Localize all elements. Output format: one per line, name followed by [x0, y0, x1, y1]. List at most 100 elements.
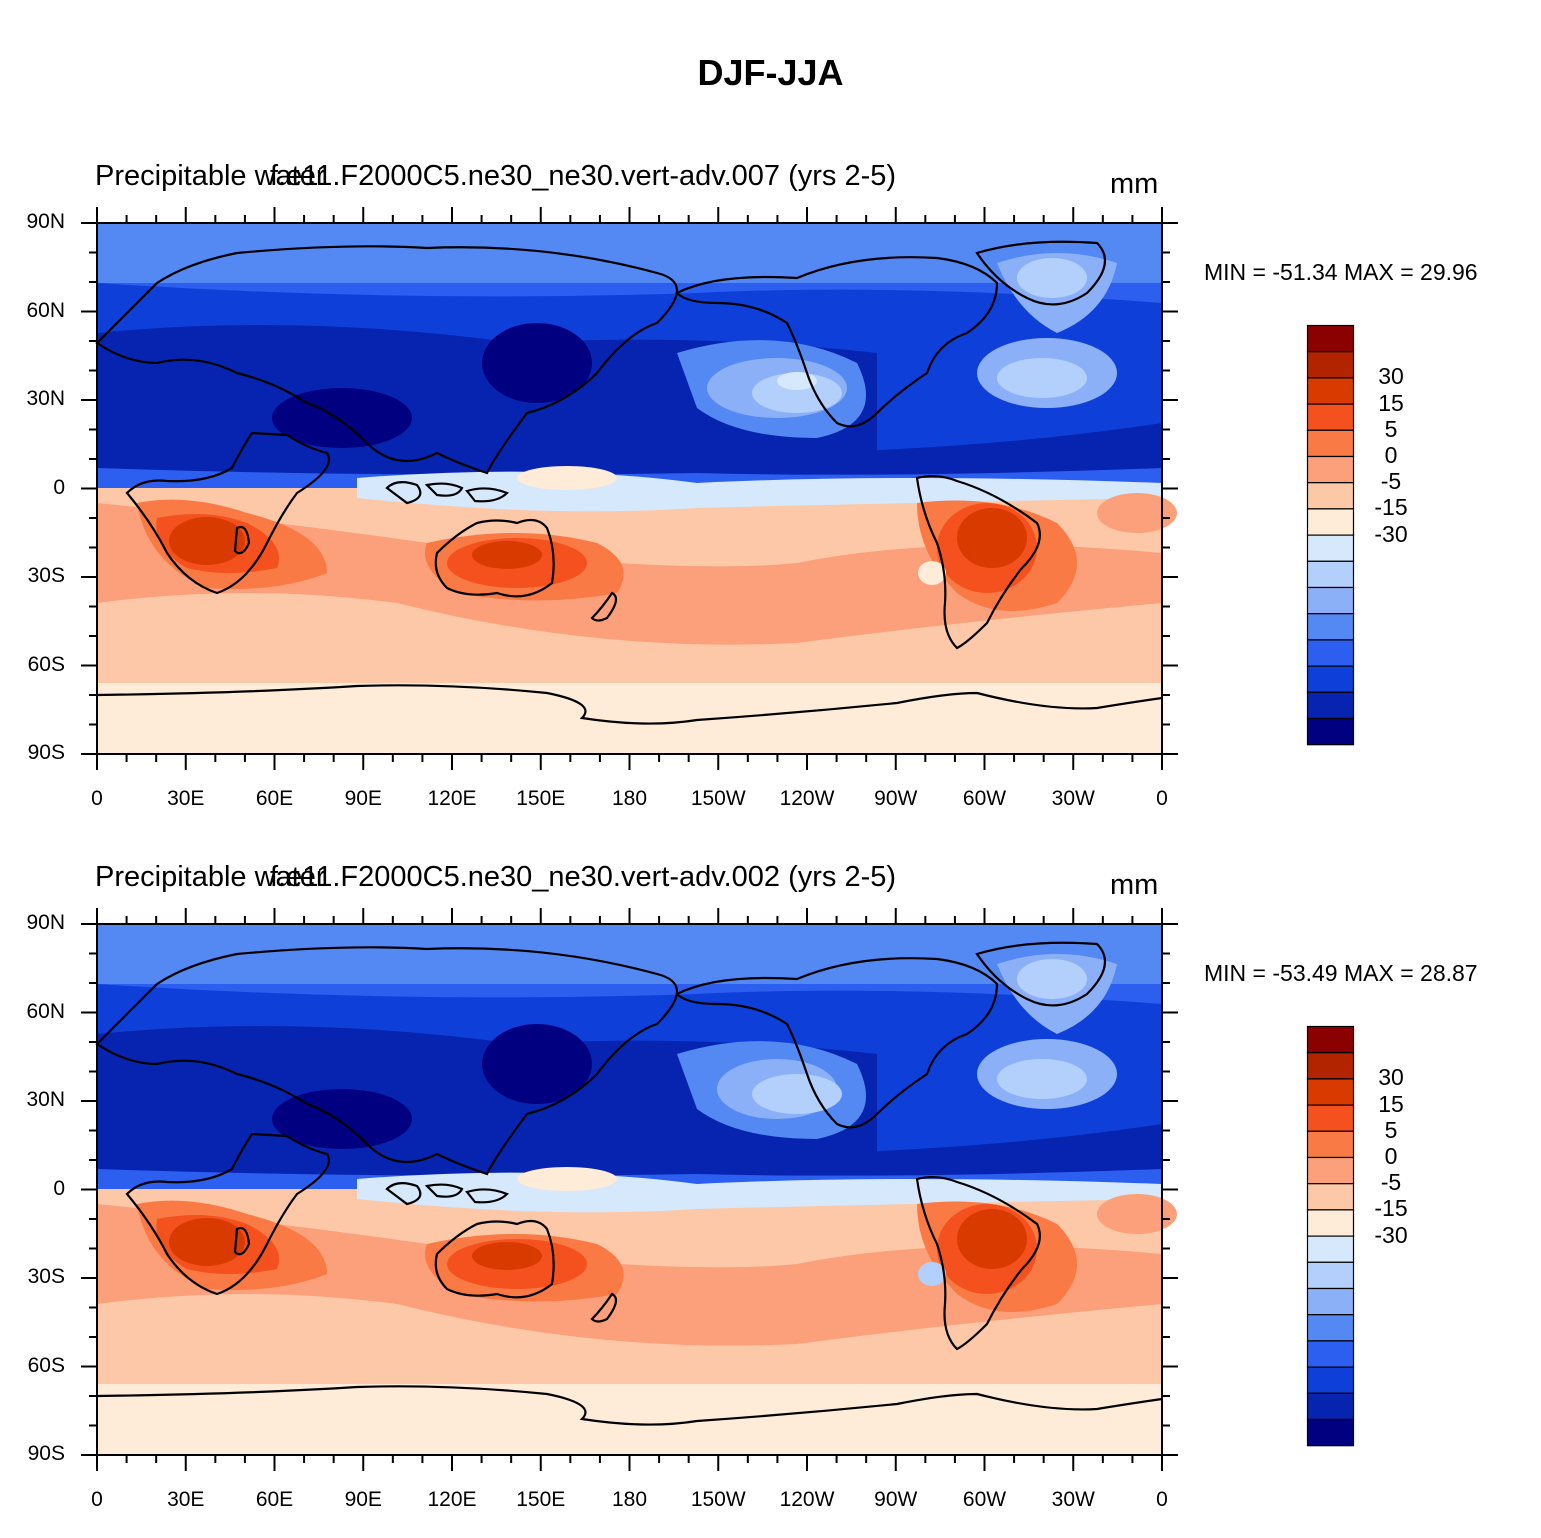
lon-tick-label: 60E	[255, 787, 294, 810]
contour-fill	[957, 1209, 1027, 1269]
colorbar-box	[1306, 586, 1355, 615]
contour-fill	[169, 1218, 245, 1266]
lon-tick-label: 60W	[962, 1488, 1007, 1511]
lat-tick-label: 0	[53, 1176, 65, 1200]
lon-tick-label: 90E	[344, 1488, 382, 1511]
lon-tick-label: 30E	[167, 787, 205, 810]
lat-tick-label: 30N	[26, 1088, 65, 1111]
colorbar	[1306, 324, 1355, 746]
figure-title: DJF-JJA	[697, 52, 844, 93]
coastline	[915, 1175, 1041, 1351]
lat-tick-label: 60N	[26, 999, 65, 1023]
contour-fill	[482, 1024, 592, 1104]
contour-fill	[997, 1059, 1087, 1099]
lon-tick-label: 0	[91, 1488, 103, 1511]
lat-tick-label: 30S	[27, 564, 65, 587]
colorbar-box	[1306, 639, 1355, 667]
colorbar-box	[1306, 717, 1355, 746]
coastline	[675, 957, 999, 1129]
lon-tick-label: 0	[1156, 1488, 1168, 1511]
colorbar-box	[1306, 665, 1355, 693]
colorbar-box	[1306, 1261, 1355, 1290]
coastline	[465, 487, 509, 503]
contour-fill	[918, 1262, 946, 1286]
coastline	[95, 245, 679, 475]
lon-tick-label: 0	[1156, 787, 1168, 810]
lat-tick-label: 30S	[27, 1265, 65, 1288]
coastline	[675, 256, 999, 428]
colorbar-box	[1306, 377, 1355, 405]
colorbar-box	[1306, 534, 1355, 562]
panel-minmax: MIN = -53.49 MAX = 28.87	[1204, 960, 1478, 986]
colorbar-box	[1306, 429, 1355, 458]
lat-tick-label: 0	[53, 475, 65, 499]
colorbar-label: -5	[1380, 468, 1402, 495]
panel-left-string: Precipitable water	[95, 160, 326, 192]
coastline	[233, 525, 251, 555]
contour-fill	[752, 373, 842, 413]
coastline	[385, 481, 422, 505]
colorbar-box	[1306, 1418, 1355, 1447]
colorbar-label: 5	[1384, 415, 1398, 442]
lon-tick-label: 120E	[427, 1488, 477, 1511]
coastline	[434, 518, 555, 598]
contour-fill	[97, 688, 1162, 754]
coastline	[424, 1183, 464, 1198]
contour-fill	[97, 503, 1162, 645]
contour-fill	[1017, 258, 1087, 298]
colorbar-label: 0	[1384, 1143, 1398, 1169]
panel-center-string: f.e11.F2000C5.ne30_ne30.vert-adv.002 (yr…	[270, 861, 897, 893]
lat-tick-label: 90N	[26, 911, 65, 934]
colorbar	[1306, 1025, 1355, 1447]
panel-units: mm	[1110, 168, 1159, 200]
contour-fill	[1097, 1194, 1177, 1234]
coastline	[465, 1188, 509, 1204]
coastline	[125, 431, 330, 595]
lon-tick-label: 60E	[255, 1488, 294, 1511]
coastline	[590, 1292, 618, 1323]
lon-tick-label: 120W	[779, 787, 835, 810]
lon-tick-label: 120E	[427, 787, 477, 810]
contour-fill	[472, 541, 542, 569]
panel-minmax: MIN = -51.34 MAX = 29.96	[1204, 259, 1478, 285]
colorbar-box	[1306, 1366, 1355, 1394]
lon-tick-label: 150E	[516, 787, 566, 810]
colorbar-box	[1306, 1209, 1355, 1237]
colorbar-box	[1306, 613, 1355, 641]
map-panel-2	[81, 908, 1178, 1471]
contour-fill	[997, 358, 1087, 398]
colorbar-box	[1306, 691, 1355, 720]
contour-fill	[97, 1204, 1162, 1346]
panel-center-string: f.e11.F2000C5.ne30_ne30.vert-adv.007 (yr…	[270, 160, 897, 192]
panel-units: mm	[1110, 869, 1159, 901]
lon-tick-label: 120W	[779, 1488, 835, 1511]
colorbar-box	[1306, 1392, 1355, 1421]
coastline	[95, 946, 679, 1176]
colorbar-box	[1306, 1104, 1355, 1132]
lat-tick-label: 60N	[26, 298, 65, 322]
lon-tick-label: 90W	[874, 1488, 918, 1511]
coastline	[434, 1219, 555, 1299]
colorbar-box	[1306, 1314, 1355, 1342]
coastline	[385, 1182, 422, 1206]
colorbar-box	[1306, 1156, 1355, 1185]
coastline	[125, 1132, 330, 1296]
lat-tick-label: 30N	[26, 387, 65, 410]
precip-field	[97, 924, 1177, 1455]
colorbar-box	[1306, 403, 1355, 431]
lon-tick-label: 0	[91, 787, 103, 810]
colorbar-box	[1306, 1340, 1355, 1368]
colorbar-box	[1306, 1078, 1355, 1106]
map-axes	[81, 908, 1178, 1471]
lon-tick-label: 30W	[1051, 1488, 1095, 1511]
coastline	[96, 684, 1163, 725]
lat-tick-label: 90S	[27, 1442, 65, 1465]
coastline	[915, 474, 1041, 650]
contour-fill	[97, 1116, 1162, 1176]
coastline	[233, 1226, 251, 1256]
lon-tick-label: 180	[611, 787, 648, 810]
contour-fill	[472, 1242, 542, 1270]
contour-fill	[957, 508, 1027, 568]
colorbar-box	[1306, 1025, 1355, 1054]
colorbar-box	[1306, 1287, 1355, 1316]
